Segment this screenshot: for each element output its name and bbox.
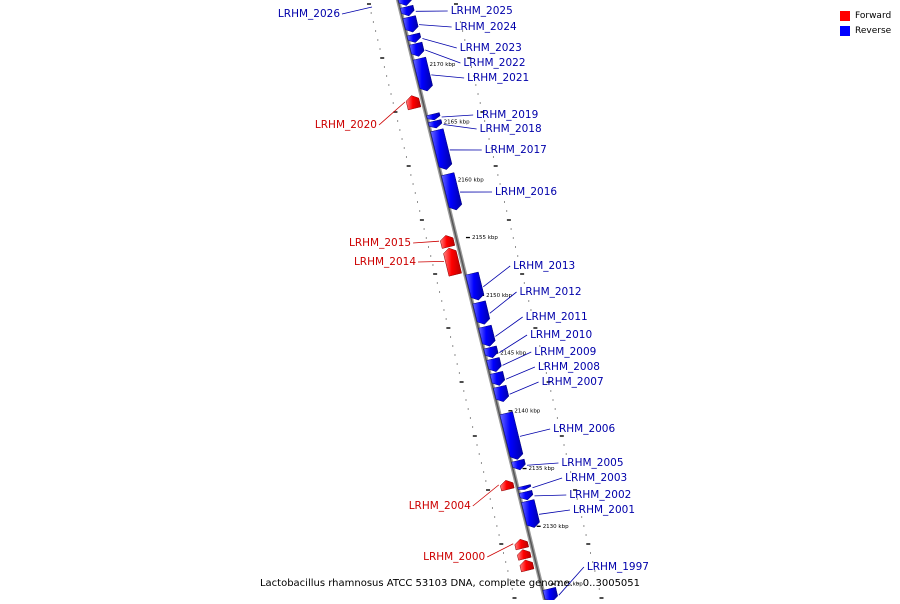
label-leader [533, 478, 563, 488]
gene-label[interactable]: LRHM_2003 [565, 472, 627, 484]
gene-label[interactable]: LRHM_2018 [480, 123, 542, 135]
label-leader [534, 495, 566, 496]
gene-label[interactable]: LRHM_2016 [495, 186, 557, 198]
gene-label[interactable]: LRHM_2017 [485, 144, 547, 156]
gene-label[interactable]: LRHM_2000 [423, 551, 485, 563]
label-leader [473, 485, 499, 506]
gene-label[interactable]: LRHM_2013 [513, 260, 575, 272]
gene-lrhm-1998[interactable] [520, 560, 534, 572]
gene-lrhm-2020[interactable] [406, 96, 421, 110]
kbp-tick-label: 2135 kbp [529, 466, 555, 472]
gene-lrhm-2001[interactable] [521, 500, 539, 528]
gene-label[interactable]: LRHM_2025 [451, 5, 513, 17]
gene-label[interactable]: LRHM_2021 [467, 72, 529, 84]
gene-labels: LRHM_2026 LRHM_2025 LRHM_2024 LRHM_2023 LRHM… [278, 5, 649, 595]
forward-swatch [840, 11, 850, 21]
gene-label[interactable]: LRHM_2023 [460, 42, 522, 54]
gene-lrhm-2015[interactable] [440, 235, 455, 248]
label-leader [342, 7, 372, 14]
kbp-tick-label: 2140 kbp [514, 408, 540, 414]
kbp-tick-label: 2130 kbp [543, 524, 569, 530]
gene-label[interactable]: LRHM_2012 [520, 286, 582, 298]
label-leader [520, 429, 550, 436]
label-leader [419, 25, 452, 27]
gene-lrhm-1997[interactable] [543, 587, 558, 600]
label-leader [495, 317, 522, 336]
gene-label[interactable]: LRHM_2011 [526, 311, 588, 323]
gene-label[interactable]: LRHM_2004 [409, 500, 471, 512]
label-leader [379, 102, 405, 125]
label-leader [510, 382, 539, 394]
gene-lrhm-2003[interactable] [518, 485, 531, 490]
gene-label[interactable]: LRHM_2002 [569, 489, 631, 501]
label-leader [539, 510, 570, 514]
gene-label[interactable]: LRHM_2005 [561, 457, 623, 469]
gene-label[interactable]: LRHM_2007 [542, 376, 604, 388]
gene-lrhm-2013[interactable] [466, 272, 484, 300]
legend-forward-label: Forward [855, 11, 891, 21]
gene-label[interactable]: LRHM_2019 [476, 109, 538, 121]
kbp-tick-label: 2155 kbp [472, 235, 498, 241]
gene-lrhm-2004[interactable] [500, 480, 514, 491]
label-leader [487, 544, 513, 557]
gene-label[interactable]: LRHM_2026 [278, 8, 340, 20]
gene-lrhm-1999[interactable] [517, 550, 531, 561]
legend-reverse: Reverse [840, 25, 891, 37]
gene-lrhm-2018[interactable] [428, 120, 442, 129]
kbp-tick-label: 2170 kbp [430, 62, 456, 68]
label-leader [413, 241, 439, 243]
gene-label[interactable]: LRHM_2001 [573, 504, 635, 516]
legend-reverse-label: Reverse [855, 26, 891, 36]
gene-label[interactable]: LRHM_2010 [530, 329, 592, 341]
genome-caption: Lactobacillus rhamnosus ATCC 53103 DNA, … [0, 578, 900, 589]
kbp-tick-label: 2160 kbp [458, 177, 484, 183]
gene-label[interactable]: LRHM_2020 [315, 119, 377, 131]
label-leader [527, 463, 558, 465]
gene-label[interactable]: LRHM_2009 [534, 346, 596, 358]
label-leader [506, 367, 535, 379]
gene-lrhm-2019[interactable] [427, 113, 441, 120]
kbp-tick-label: 2165 kbp [444, 120, 470, 126]
label-leader [431, 75, 464, 78]
gene-label[interactable]: LRHM_2024 [455, 21, 517, 33]
gene-label[interactable]: LRHM_2022 [463, 57, 525, 69]
gene-label[interactable]: LRHM_2006 [553, 423, 615, 435]
gene-label[interactable]: LRHM_2014 [354, 256, 416, 268]
reverse-swatch [840, 26, 850, 36]
legend-forward: Forward [840, 10, 891, 22]
gene-label[interactable]: LRHM_2008 [538, 361, 600, 373]
label-leader [483, 266, 510, 287]
label-leader [442, 115, 474, 117]
gene-label[interactable]: LRHM_2015 [349, 237, 411, 249]
gene-lrhm-2000[interactable] [515, 539, 529, 550]
gene-label[interactable]: LRHM_1997 [587, 561, 649, 573]
label-leader [422, 38, 456, 48]
label-leader [418, 261, 444, 262]
